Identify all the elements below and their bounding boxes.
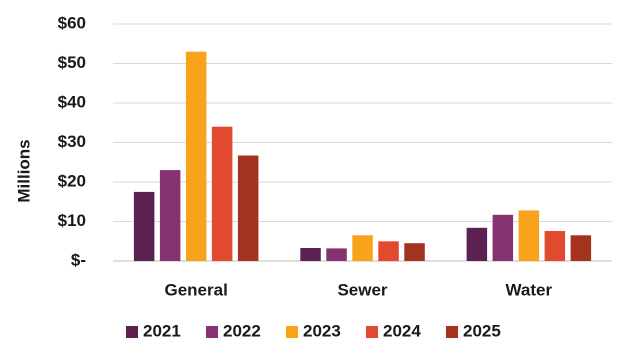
bar-general-2024 (211, 126, 233, 261)
legend-swatch (366, 326, 378, 338)
legend-label: 2023 (303, 321, 341, 340)
y-tick-label: $50 (58, 53, 86, 72)
bars (133, 51, 592, 262)
bar-sewer-2023 (352, 235, 373, 261)
legend: 2021 2022 2023 2024 2025 (126, 321, 501, 340)
legend-swatch (446, 326, 458, 338)
bar-general-2021 (133, 191, 155, 261)
y-tick-label: $10 (58, 211, 86, 230)
bar-sewer-2025 (404, 243, 425, 261)
bar-water-2024 (544, 231, 566, 261)
legend-item-2024: 2024 (366, 321, 421, 340)
legend-label: 2022 (223, 321, 261, 340)
legend-label: 2025 (463, 321, 501, 340)
bar-general-2023 (185, 51, 207, 262)
bar-water-2021 (466, 227, 488, 261)
legend-label: 2024 (383, 321, 421, 340)
legend-item-2021: 2021 (126, 321, 181, 340)
y-axis-ticks: $- $10 $20 $30 $40 $50 $60 (58, 13, 86, 269)
y-tick-label: $40 (58, 92, 86, 111)
bar-sewer-2022 (326, 248, 347, 261)
legend-swatch (206, 326, 218, 338)
y-axis-title: Millions (14, 139, 33, 202)
bar-general-2022 (159, 170, 181, 261)
x-axis-categories: General Sewer Water (165, 280, 553, 299)
y-tick-label: $60 (58, 13, 86, 32)
y-tick-label: $30 (58, 132, 86, 151)
legend-swatch (126, 326, 138, 338)
bar-water-2025 (570, 235, 592, 261)
bar-water-2022 (492, 214, 514, 261)
bar-sewer-2024 (378, 241, 399, 262)
x-category-label: Sewer (337, 280, 387, 299)
legend-label: 2021 (143, 321, 181, 340)
bar-sewer-2021 (300, 248, 321, 261)
y-tick-label: $- (71, 250, 86, 269)
legend-swatch (286, 326, 298, 338)
legend-item-2023: 2023 (286, 321, 341, 340)
x-category-label: General (165, 280, 228, 299)
legend-item-2025: 2025 (446, 321, 501, 340)
bar-water-2023 (518, 210, 540, 261)
legend-item-2022: 2022 (206, 321, 261, 340)
y-tick-label: $20 (58, 171, 86, 190)
x-category-label: Water (506, 280, 553, 299)
bar-general-2025 (237, 155, 259, 261)
